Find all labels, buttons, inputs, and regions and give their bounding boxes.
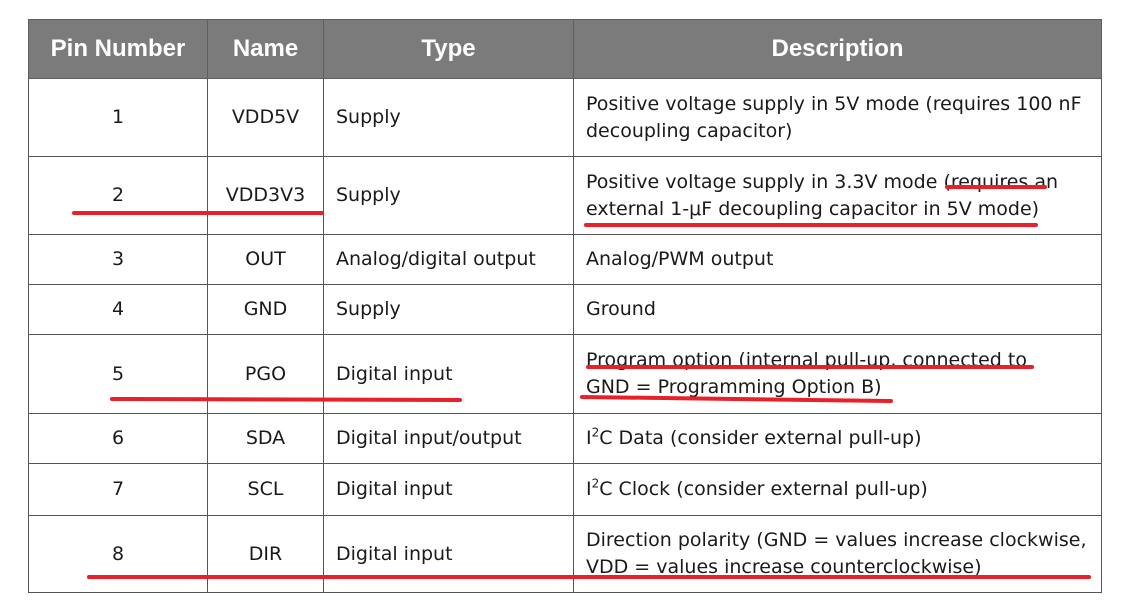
- table-row: 1 VDD5V Supply Positive voltage supply i…: [28, 78, 1102, 157]
- header-name: Name: [207, 19, 324, 79]
- description-prefix: I: [586, 427, 592, 449]
- description-line: GND = Programming Option B): [586, 376, 882, 398]
- table-row: 8 DIR Digital input Direction polarity (…: [28, 515, 1102, 593]
- table-row: 4 GND Supply Ground: [28, 284, 1102, 335]
- superscript: 2: [591, 476, 600, 491]
- pin-name-cell: GND: [207, 284, 324, 335]
- description-line: decoupling capacitor): [586, 119, 793, 142]
- table-row: 5 PGO Digital input Program option (inte…: [28, 334, 1102, 414]
- header-pin-number: Pin Number: [28, 19, 208, 79]
- pin-type-cell: Digital input: [323, 463, 574, 516]
- pin-type-cell: Supply: [323, 156, 574, 235]
- pin-number-cell: 1: [28, 78, 208, 157]
- description-rest: C Data (consider external pull-up): [599, 427, 922, 449]
- pin-number-cell: 4: [28, 284, 208, 335]
- pin-name-cell: DIR: [207, 515, 324, 593]
- table-row: 6 SDA Digital input/output I2C Data (con…: [28, 413, 1102, 464]
- pin-type-cell: Supply: [323, 284, 574, 335]
- header-row: Pin Number Name Type Description: [28, 19, 1102, 79]
- pin-type-cell: Digital input/output: [323, 413, 574, 464]
- pin-type-cell: Supply: [323, 78, 574, 157]
- pin-number-cell: 5: [28, 334, 208, 414]
- description-prefix: I: [586, 478, 592, 500]
- superscript: 2: [591, 425, 600, 440]
- pin-type-cell: Digital input: [323, 515, 574, 593]
- table-row: 2 VDD3V3 Supply Positive voltage supply …: [28, 156, 1102, 235]
- pin-description-cell: Positive voltage supply in 5V mode (requ…: [573, 78, 1102, 157]
- pin-name-cell: SDA: [207, 413, 324, 464]
- pin-type-cell: Digital input: [323, 334, 574, 414]
- pin-number-cell: 2: [28, 156, 208, 235]
- pin-description-cell: Ground: [573, 284, 1102, 335]
- description-rest: C Clock (consider external pull-up): [599, 478, 928, 500]
- table-row: 3 OUT Analog/digital output Analog/PWM o…: [28, 234, 1102, 285]
- header-description: Description: [573, 19, 1102, 79]
- description-line: Direction polarity (GND = values increas…: [586, 529, 1087, 551]
- pin-number-cell: 8: [28, 515, 208, 593]
- description-line: VDD = values increase counterclockwise): [586, 556, 982, 578]
- pin-description-cell: Analog/PWM output: [573, 234, 1102, 285]
- pin-number-cell: 3: [28, 234, 208, 285]
- description-line: Positive voltage supply in 5V mode (requ…: [586, 92, 1082, 115]
- pin-description-cell: I2C Data (consider external pull-up): [573, 413, 1102, 464]
- pin-name-cell: PGO: [207, 334, 324, 414]
- pin-name-cell: VDD5V: [207, 78, 324, 157]
- pin-description-cell: Positive voltage supply in 3.3V mode (re…: [573, 156, 1102, 235]
- pin-name-cell: VDD3V3: [207, 156, 324, 235]
- description-line: Positive voltage supply in 3.3V mode (re…: [586, 170, 1059, 193]
- description-line: external 1-μF decoupling capacitor in 5V…: [586, 197, 1040, 220]
- header-type: Type: [323, 19, 574, 79]
- table-row: 7 SCL Digital input I2C Clock (consider …: [28, 463, 1102, 516]
- description-line: Ground: [586, 298, 656, 320]
- pin-name-cell: SCL: [207, 463, 324, 516]
- description-line: Program option (internal pull-up, connec…: [586, 349, 1027, 371]
- pin-number-cell: 6: [28, 413, 208, 464]
- pin-description-cell: I2C Clock (consider external pull-up): [573, 463, 1102, 516]
- pin-name-cell: OUT: [207, 234, 324, 285]
- pin-description-table: Pin Number Name Type Description 1 VDD5V…: [28, 19, 1102, 593]
- pin-type-cell: Analog/digital output: [323, 234, 574, 285]
- pin-number-cell: 7: [28, 463, 208, 516]
- pin-description-cell: Direction polarity (GND = values increas…: [573, 515, 1102, 593]
- pin-description-cell: Program option (internal pull-up, connec…: [573, 334, 1102, 414]
- description-line: Analog/PWM output: [586, 248, 774, 270]
